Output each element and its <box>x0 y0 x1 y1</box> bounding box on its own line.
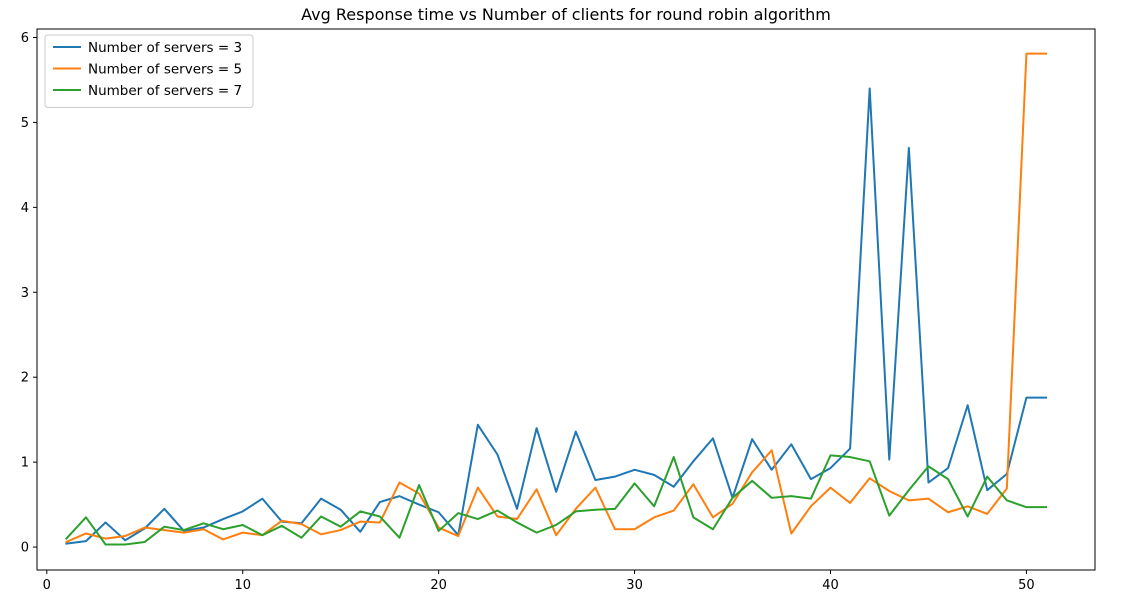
y-tick-label: 2 <box>21 371 29 386</box>
x-tick-label: 20 <box>430 578 447 593</box>
x-tick-label: 0 <box>43 578 51 593</box>
legend-label-3: Number of servers = 7 <box>88 83 242 99</box>
x-tick-label: 40 <box>822 578 839 593</box>
series-line-1 <box>65 87 1048 545</box>
chart-title: Avg Response time vs Number of clients f… <box>301 5 831 24</box>
y-tick-label: 1 <box>21 456 29 471</box>
y-tick-label: 3 <box>21 286 29 301</box>
y-tick-label: 5 <box>21 116 29 131</box>
legend: Number of servers = 3 Number of servers =… <box>44 34 254 108</box>
y-tick-label: 0 <box>21 541 29 556</box>
axes-frame <box>36 28 1096 571</box>
legend-label-1: Number of servers = 3 <box>88 40 242 56</box>
y-tick-label: 6 <box>21 31 29 46</box>
x-tick-label: 30 <box>626 578 643 593</box>
series-line-2 <box>65 52 1048 544</box>
plot-area: 0 10 20 30 40 50 0 1 2 3 4 5 6 <box>21 28 1096 593</box>
legend-label-2: Number of servers = 5 <box>88 62 242 78</box>
legend-box <box>44 34 254 108</box>
series-line-3 <box>64 454 1048 546</box>
x-tick-label: 10 <box>234 578 251 593</box>
y-tick-label: 4 <box>21 201 29 216</box>
x-tick-label: 50 <box>1018 578 1035 593</box>
